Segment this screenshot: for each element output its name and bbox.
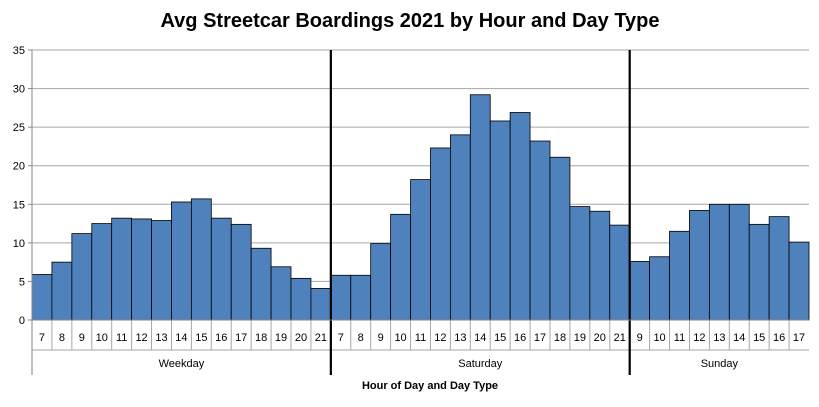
x-tick-label: 18: [255, 332, 267, 344]
group-label: Sunday: [701, 358, 739, 370]
bar: [270, 266, 292, 321]
bar: [629, 260, 651, 321]
x-tick-label: 11: [116, 332, 127, 344]
x-tick-label: 14: [733, 332, 745, 344]
x-tick-label: 12: [434, 332, 446, 344]
bar: [350, 274, 372, 321]
x-tick-label: 15: [195, 332, 207, 344]
x-tick-label: 21: [315, 332, 327, 344]
axis-labels: 0 5 10 15 20 25 30 35 7 8 9 10 11 12 13 14 15 16 17 18 19 20 2…: [13, 45, 805, 370]
bar: [390, 213, 411, 321]
y-tick-label: 15: [13, 199, 25, 211]
x-tick-label: 17: [534, 332, 546, 344]
axes: [28, 49, 809, 375]
bar: [449, 134, 471, 321]
x-tick-label: 16: [215, 332, 227, 344]
bar: [669, 230, 690, 321]
bar: [330, 274, 352, 321]
bar: [91, 223, 113, 321]
x-tick-label: 14: [175, 332, 187, 344]
bar: [689, 210, 710, 321]
bar: [370, 243, 392, 321]
x-tick-label: 8: [358, 332, 364, 344]
bar: [569, 206, 591, 321]
x-tick-label: 12: [135, 332, 147, 344]
x-tick-label: 13: [454, 332, 466, 344]
x-tick-label: 16: [514, 332, 526, 344]
bar: [190, 198, 212, 321]
bar: [489, 120, 511, 321]
bar: [728, 203, 750, 321]
y-tick-label: 0: [19, 315, 25, 327]
x-tick-label: 19: [574, 332, 586, 344]
x-tick-label: 20: [594, 332, 606, 344]
x-tick-label: 11: [415, 332, 426, 344]
bar: [410, 179, 431, 321]
x-tick-label: 7: [338, 332, 344, 344]
x-tick-label: 9: [637, 332, 643, 344]
bar: [111, 217, 133, 321]
x-tick-label: 18: [554, 332, 566, 344]
bar: [589, 210, 611, 321]
bar: [230, 223, 252, 321]
bar: [71, 233, 93, 321]
group-label: Weekday: [159, 358, 205, 370]
x-tick-label: 10: [96, 332, 108, 344]
x-tick-label: 11: [674, 332, 685, 344]
x-tick-label: 17: [235, 332, 247, 344]
bar: [171, 201, 192, 321]
x-tick-label: 15: [494, 332, 506, 344]
bar: [430, 147, 451, 321]
x-tick-label: 12: [693, 332, 705, 344]
bar: [609, 224, 631, 321]
bar: [131, 218, 152, 321]
y-tick-label: 30: [13, 84, 25, 96]
bar: [649, 256, 670, 321]
x-tick-label: 16: [773, 332, 785, 344]
group-label: Saturday: [458, 358, 503, 370]
bar: [51, 261, 73, 321]
x-tick-label: 7: [39, 332, 45, 344]
x-tick-label: 21: [614, 332, 626, 344]
x-tick-label: 9: [378, 332, 384, 344]
y-tick-label: 35: [13, 45, 25, 57]
x-tick-label: 8: [59, 332, 65, 344]
bar: [210, 217, 232, 321]
bar: [151, 220, 172, 321]
y-tick-label: 10: [13, 238, 25, 250]
bar: [469, 94, 491, 321]
y-tick-label: 20: [13, 161, 25, 173]
x-tick-label: 20: [295, 332, 307, 344]
bars: [31, 94, 810, 321]
bar: [290, 277, 312, 321]
bar: [788, 241, 810, 321]
y-tick-label: 25: [13, 122, 25, 134]
bar: [529, 140, 551, 321]
bar: [549, 156, 571, 321]
bar: [250, 247, 272, 321]
x-axis-title: Hour of Day and Day Type: [362, 380, 498, 392]
bar: [748, 223, 770, 321]
y-tick-label: 5: [19, 276, 25, 288]
bar: [509, 112, 531, 321]
x-tick-label: 17: [793, 332, 805, 344]
chart-title: Avg Streetcar Boardings 2021 by Hour and…: [160, 10, 659, 32]
x-tick-label: 13: [713, 332, 725, 344]
bar: [768, 216, 790, 321]
x-tick-label: 10: [394, 332, 406, 344]
x-tick-label: 15: [753, 332, 765, 344]
x-tick-label: 9: [79, 332, 85, 344]
x-tick-label: 10: [653, 332, 665, 344]
x-tick-label: 14: [474, 332, 486, 344]
x-tick-label: 19: [275, 332, 287, 344]
bar: [31, 274, 53, 321]
x-tick-label: 13: [155, 332, 167, 344]
bar: [708, 203, 730, 321]
bar: [310, 287, 332, 321]
